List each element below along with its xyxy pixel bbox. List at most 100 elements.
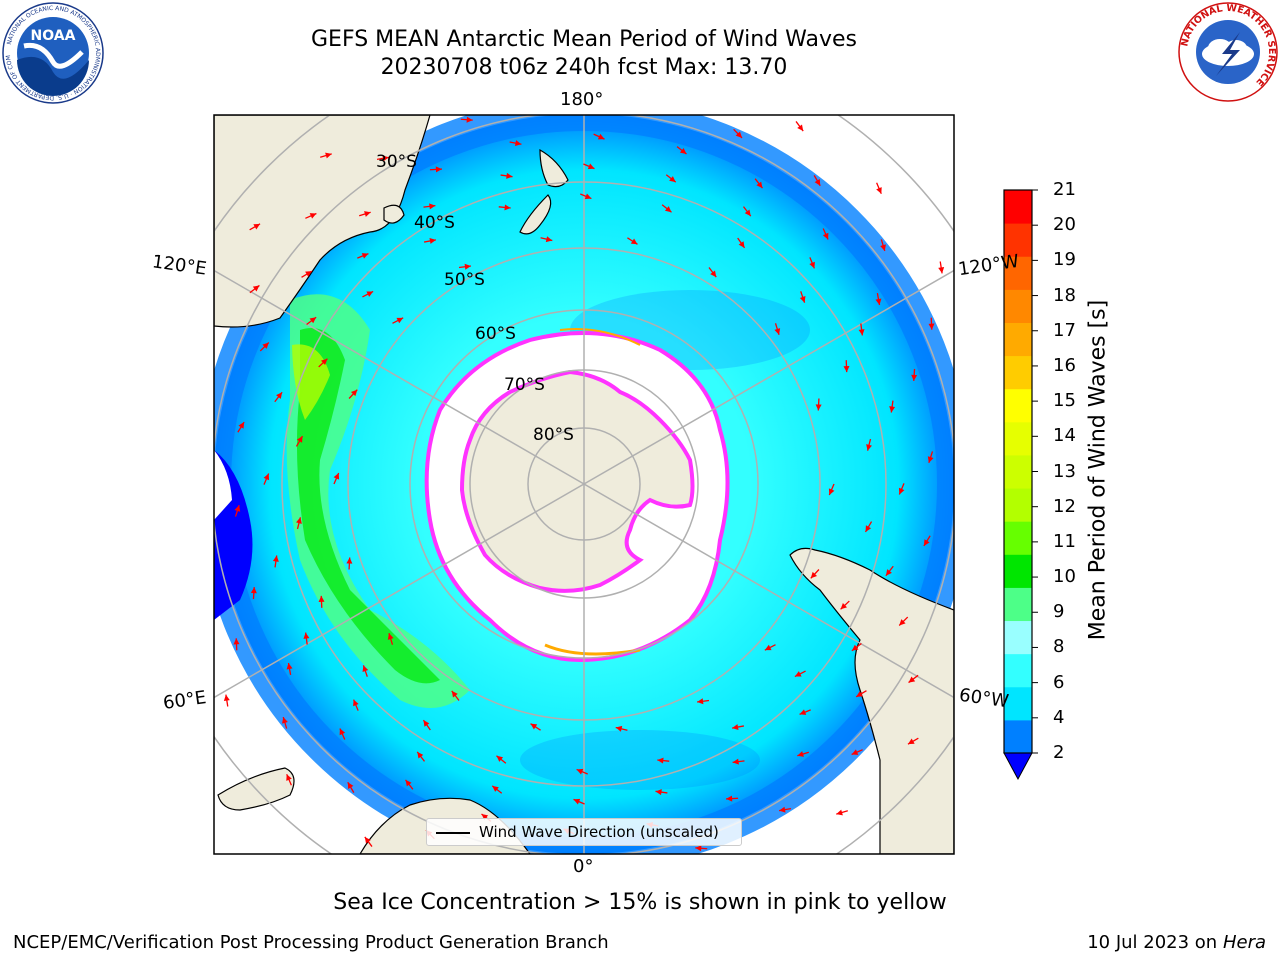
wave-arrow-head [234,505,241,512]
wave-arrow-head [810,571,818,579]
wave-arrow-head [435,166,442,173]
colorbar-label: Mean Period of Wind Waves [s] [1085,299,1111,641]
wave-arrow-head [732,758,739,765]
lon-label-0: 0° [573,856,594,877]
legend-line-sample [436,832,470,834]
wave-arrow-head [238,422,245,429]
colorbar-tick-label: 9 [1053,601,1065,623]
lat-label-50s: 50°S [444,270,485,290]
lat-label-60s: 60°S [475,324,516,344]
wave-arrow-head [679,147,687,155]
wave-arrow-head [233,638,240,645]
colorbar-tick-label: 21 [1053,179,1076,200]
wave-arrow-head [429,203,436,210]
wave-arrow-head [779,806,786,813]
colorbar-bin [1004,719,1032,754]
wave-arrow-head [851,749,859,755]
colorbar-bin [1004,554,1032,588]
wave-arrow-head [429,238,436,244]
colorbar-bin [1004,686,1032,721]
colorbar-tick-label: 11 [1053,530,1076,552]
wave-arrow-head [296,517,302,524]
colorbar-tick-label: 6 [1053,671,1065,693]
wave-arrow-head [396,317,404,324]
wave-arrow-head [630,238,638,245]
wave-arrow-head [353,699,359,707]
wave-arrow-head [814,179,821,186]
colorbar-tick-label: 16 [1053,354,1076,376]
wave-arrow-head [799,296,806,303]
wave-arrow-head [735,131,742,138]
wave-arrow-head [506,172,513,179]
wave-arrow-head [836,809,843,816]
wave-arrow-head [405,779,412,787]
wave-arrow-head [530,723,538,730]
wave-arrow-head [347,782,354,789]
wave-arrow-head [697,698,704,705]
chart-subtitle: 20230708 t06z 240h fcst Max: 13.70 [380,55,788,80]
colorbar-bin [1004,256,1032,290]
colorbar-tick-label: 18 [1053,284,1076,306]
wave-arrow-head [911,374,918,381]
wave-arrow-head [875,298,882,305]
colorbar-tick-label: 4 [1053,706,1065,728]
wave-arrow-head [286,663,293,670]
footer-date: 10 Jul 2023 on Hera [1087,932,1266,953]
map-frame-border [213,114,955,855]
wave-arrow-head [223,694,230,702]
wave-arrow-head [726,795,733,802]
wave-arrow-head [464,263,471,270]
colorbar-tick-label: 15 [1053,390,1076,412]
colorbar-tick-label: 2 [1053,742,1065,763]
colorbar-tick-label: 17 [1053,319,1076,341]
wave-arrow-head [764,644,772,651]
wave-arrow-head [876,187,882,194]
wave-arrow-head [738,241,745,248]
colorbar-bin [1004,223,1032,257]
colorbar-tick-label: 20 [1053,214,1076,236]
wave-arrow-head [514,140,522,147]
sea-ice-note: Sea Ice Concentration > 15% is shown in … [333,890,947,915]
wave-arrow-head [286,774,292,781]
wave-arrow-head [597,133,605,140]
wave-arrow-head [907,738,915,745]
wave-arrow-head [828,488,835,496]
colorbar-tick-label: 19 [1053,249,1076,271]
colorbar-tick-label: 10 [1053,566,1076,588]
wave-arrow-head [774,328,781,335]
colorbar-tick-label: 13 [1053,460,1076,482]
wave-arrow-head [252,285,260,292]
wave-arrow-head [655,789,662,796]
wave-arrow-head [504,204,511,211]
colorbar-bin [1004,421,1032,456]
colorbar-tick-label: 14 [1053,425,1076,447]
wave-arrow-head [325,152,332,159]
colorbar-tick-label: 8 [1053,636,1065,658]
wave-arrow-head [576,768,584,775]
wave-arrow-head [262,342,269,349]
colorbar [1003,189,1038,781]
wave-arrow-head [366,291,374,297]
colorbar-bin [1004,587,1032,622]
colorbar-bin [1004,190,1032,224]
wave-arrow-head [320,358,328,365]
footer-host: Hera [1222,932,1266,953]
wave-arrow-head [417,751,424,759]
wave-arrow-head [856,691,863,697]
noaa-logo-text: NOAA [31,28,76,44]
wave-arrow-head [309,317,317,324]
land-masses [214,115,954,854]
wave-arrow-head [276,392,283,399]
wave-arrow-head [756,181,763,189]
wave-arrow-head [840,603,848,610]
wave-arrow-head [573,798,581,805]
wave-arrow-head [822,232,829,240]
wave-arrow-head [865,525,872,532]
graticule [214,115,954,854]
wave-arrow-head [889,406,896,413]
wave-arrow-head [744,209,751,217]
wave-arrow-head [350,389,358,397]
wave-arrow-head [710,270,717,278]
wave-arrow-head [481,813,489,821]
footer-date-text: 10 Jul 2023 on [1087,932,1218,953]
